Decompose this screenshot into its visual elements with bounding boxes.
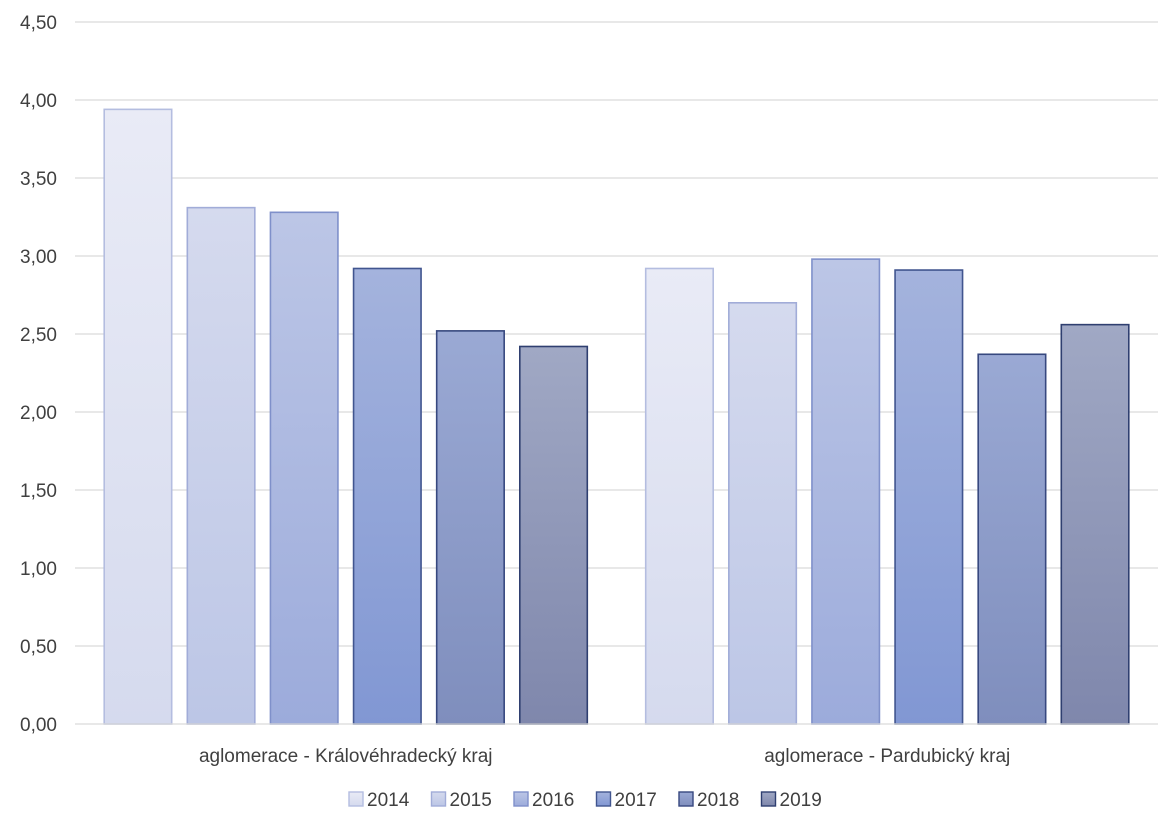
- legend-swatch: [595, 791, 612, 807]
- legend-label: 2017: [615, 790, 657, 811]
- bar-2014-2: [644, 267, 714, 725]
- legend-label: 2018: [697, 790, 739, 811]
- bar-2019-2: [1060, 323, 1130, 725]
- legend-swatch: [760, 791, 777, 807]
- legend-label: 2015: [450, 790, 492, 811]
- bar-2015-1: [186, 206, 256, 725]
- y-tick-label: 4,50: [20, 13, 57, 34]
- x-axis-labels: aglomerace - Královéhradecký kraj aglomer…: [199, 746, 1010, 767]
- legend-label: 2016: [532, 790, 574, 811]
- bar-2018-2: [977, 353, 1047, 725]
- legend: 2014 2015 2016 2017 2018 2019: [348, 790, 822, 811]
- bar-2019-1: [519, 345, 589, 725]
- legend-item-2018: 2018: [678, 790, 739, 811]
- legend-swatch: [678, 791, 694, 807]
- y-tick-label: 0,50: [20, 637, 57, 658]
- bar-2018-1: [435, 330, 505, 725]
- legend-item-2014: 2014: [348, 790, 410, 811]
- y-tick-label: 1,00: [20, 559, 57, 580]
- bar-2017-2: [894, 269, 964, 725]
- y-tick-label: 2,00: [20, 403, 57, 424]
- bar-2016-2: [811, 258, 881, 725]
- bar-2016-1: [269, 211, 339, 725]
- legend-label: 2019: [780, 790, 822, 811]
- y-tick-label: 1,50: [20, 481, 57, 502]
- legend-label: 2014: [367, 790, 410, 811]
- y-tick-label: 4,00: [20, 91, 57, 112]
- legend-item-2017: 2017: [595, 790, 657, 811]
- legend-swatch: [513, 791, 529, 807]
- legend-item-2019: 2019: [760, 790, 822, 811]
- legend-item-2016: 2016: [513, 790, 574, 811]
- y-tick-label: 3,50: [20, 169, 57, 190]
- legend-swatch: [430, 791, 447, 807]
- bars: [103, 108, 1130, 725]
- bar-2015-2: [728, 301, 798, 725]
- x-tick-label: aglomerace - Pardubický kraj: [764, 746, 1010, 767]
- y-tick-label: 0,00: [20, 715, 57, 736]
- bar-2017-1: [352, 267, 422, 725]
- legend-swatch: [348, 791, 364, 807]
- y-axis-ticks: 0,00 0,50 1,00 1,50 2,00 2,50 3,00 3,50 4,00 4,50: [20, 13, 57, 736]
- y-tick-label: 2,50: [20, 325, 57, 346]
- x-tick-label: aglomerace - Královéhradecký kraj: [199, 746, 493, 767]
- y-tick-label: 3,00: [20, 247, 57, 268]
- legend-item-2015: 2015: [430, 790, 492, 811]
- bar-2014-1: [103, 108, 173, 725]
